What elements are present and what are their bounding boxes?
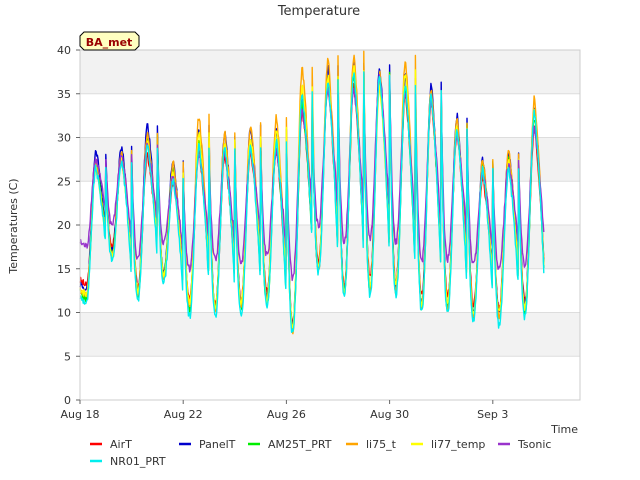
plot-band (80, 312, 580, 357)
plot-band (80, 181, 580, 225)
series-lines (79, 50, 545, 335)
legend: AirT PanelT AM25T_PRT li75_t li77_temp Tsonic… (90, 438, 551, 468)
plot-band (80, 137, 580, 182)
station-badge: BA_met (79, 31, 140, 51)
legend-label: li75_t (366, 438, 397, 451)
y-tick-label: 40 (57, 44, 71, 57)
series-line-nr01-prt (79, 71, 545, 333)
y-tick-label: 15 (57, 263, 71, 276)
y-tick-label: 20 (57, 219, 71, 232)
y-axis: 0 5 10 15 20 25 30 35 40 (57, 44, 80, 407)
plot-band (80, 268, 580, 313)
chart-title: Temperature (277, 4, 360, 19)
station-badge-label: BA_met (86, 36, 133, 49)
x-tick-label: Sep 3 (477, 408, 508, 421)
y-tick-label: 5 (64, 350, 71, 363)
x-tick-label: Aug 22 (164, 408, 203, 421)
y-tick-label: 25 (57, 175, 71, 188)
y-tick-label: 30 (57, 132, 71, 145)
x-axis: Aug 18 Aug 22 Aug 26 Aug 30 Sep 3 (61, 400, 508, 421)
legend-label: NR01_PRT (110, 455, 166, 468)
legend-label: Tsonic (517, 438, 551, 451)
legend-label: li77_temp (431, 438, 485, 451)
x-tick-label: Aug 26 (267, 408, 306, 421)
x-tick-label: Aug 30 (370, 408, 409, 421)
y-tick-label: 0 (64, 394, 71, 407)
plot-band (80, 356, 580, 400)
y-tick-label: 35 (57, 88, 71, 101)
legend-label: AirT (110, 438, 132, 451)
legend-label: PanelT (199, 438, 236, 451)
legend-label: AM25T_PRT (268, 438, 332, 451)
y-axis-label: Temperatures (C) (7, 178, 20, 274)
x-tick-label: Aug 18 (61, 408, 100, 421)
y-tick-label: 10 (57, 307, 71, 320)
station-badge-box (79, 31, 140, 51)
x-axis-label: Time (550, 423, 578, 436)
